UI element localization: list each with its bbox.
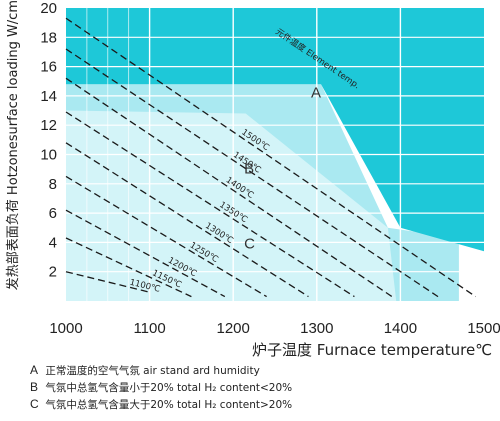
series-line-5 xyxy=(65,111,355,298)
x-tick-label: 1400 xyxy=(384,320,417,337)
x-tick-label: 1200 xyxy=(217,320,250,337)
legend-key-c: C xyxy=(30,397,39,411)
chart: 1100℃1150℃1200℃1250℃1300℃1350℃1400℃1450℃… xyxy=(5,0,500,359)
region-letter-b: B xyxy=(244,161,254,178)
y-axis-label: 发热部表面负荷 Hotzonesurface loading W/cm² xyxy=(5,0,21,290)
lighter-region-area xyxy=(66,110,397,301)
legend-key-b: B xyxy=(30,380,39,394)
x-tick-label: 1000 xyxy=(49,320,82,337)
region-letters: A B C xyxy=(244,84,321,252)
x-tick-label: 1300 xyxy=(300,320,333,337)
x-axis-label: 炉子温度 Furnace temperature℃ xyxy=(252,341,492,359)
series-line-7 xyxy=(65,48,439,298)
region-letter-c: C xyxy=(244,235,255,252)
series-line-1 xyxy=(65,237,192,298)
tick-labels: 2 4 6 8 10 12 14 16 18 20 1000 1100 1200 1300 1400 1500 xyxy=(40,0,500,337)
legend-key-a: A xyxy=(30,363,39,377)
legend-text-b: 气氛中总氢气含量小于20% total H₂ content<20% xyxy=(45,382,293,394)
y-tick-label: 6 xyxy=(49,205,57,222)
region-letter-a: A xyxy=(311,84,321,101)
y-tick-label: 14 xyxy=(40,88,57,105)
legend-text-a: 正常温度的空气气氛 air stand ard humidity xyxy=(45,365,260,377)
series-line-3 xyxy=(65,175,267,298)
y-tick-label: 20 xyxy=(40,0,57,17)
y-tick-label: 16 xyxy=(40,59,57,76)
x-tick-label: 1500 xyxy=(467,320,500,337)
series-lines xyxy=(65,17,477,298)
legend-item-a: A 正常温度的空气气氛 air stand ard humidity xyxy=(30,362,490,379)
dark-region-area xyxy=(66,8,484,252)
plot-background xyxy=(66,8,484,301)
x-tick-label: 1100 xyxy=(133,320,165,337)
legend-item-c: C 气氛中总氢气含量大于20% total H₂ content>20% xyxy=(30,396,490,413)
legend-item-b: B 气氛中总氢气含量小于20% total H₂ content<20% xyxy=(30,379,490,396)
legend: A 正常温度的空气气氛 air stand ard humidity B 气氛中… xyxy=(30,362,490,413)
y-tick-label: 8 xyxy=(49,176,57,193)
y-tick-label: 10 xyxy=(40,147,57,164)
series-line-2 xyxy=(65,209,226,298)
series-line-0 xyxy=(65,271,150,293)
legend-text-c: 气氛中总氢气含量大于20% total H₂ content>20% xyxy=(45,399,293,411)
series-line-4 xyxy=(65,142,309,298)
series-line-8 xyxy=(65,17,477,298)
y-tick-label: 12 xyxy=(40,117,57,134)
y-tick-label: 4 xyxy=(49,234,57,251)
y-tick-label: 18 xyxy=(40,29,57,46)
y-tick-label: 2 xyxy=(49,264,57,281)
